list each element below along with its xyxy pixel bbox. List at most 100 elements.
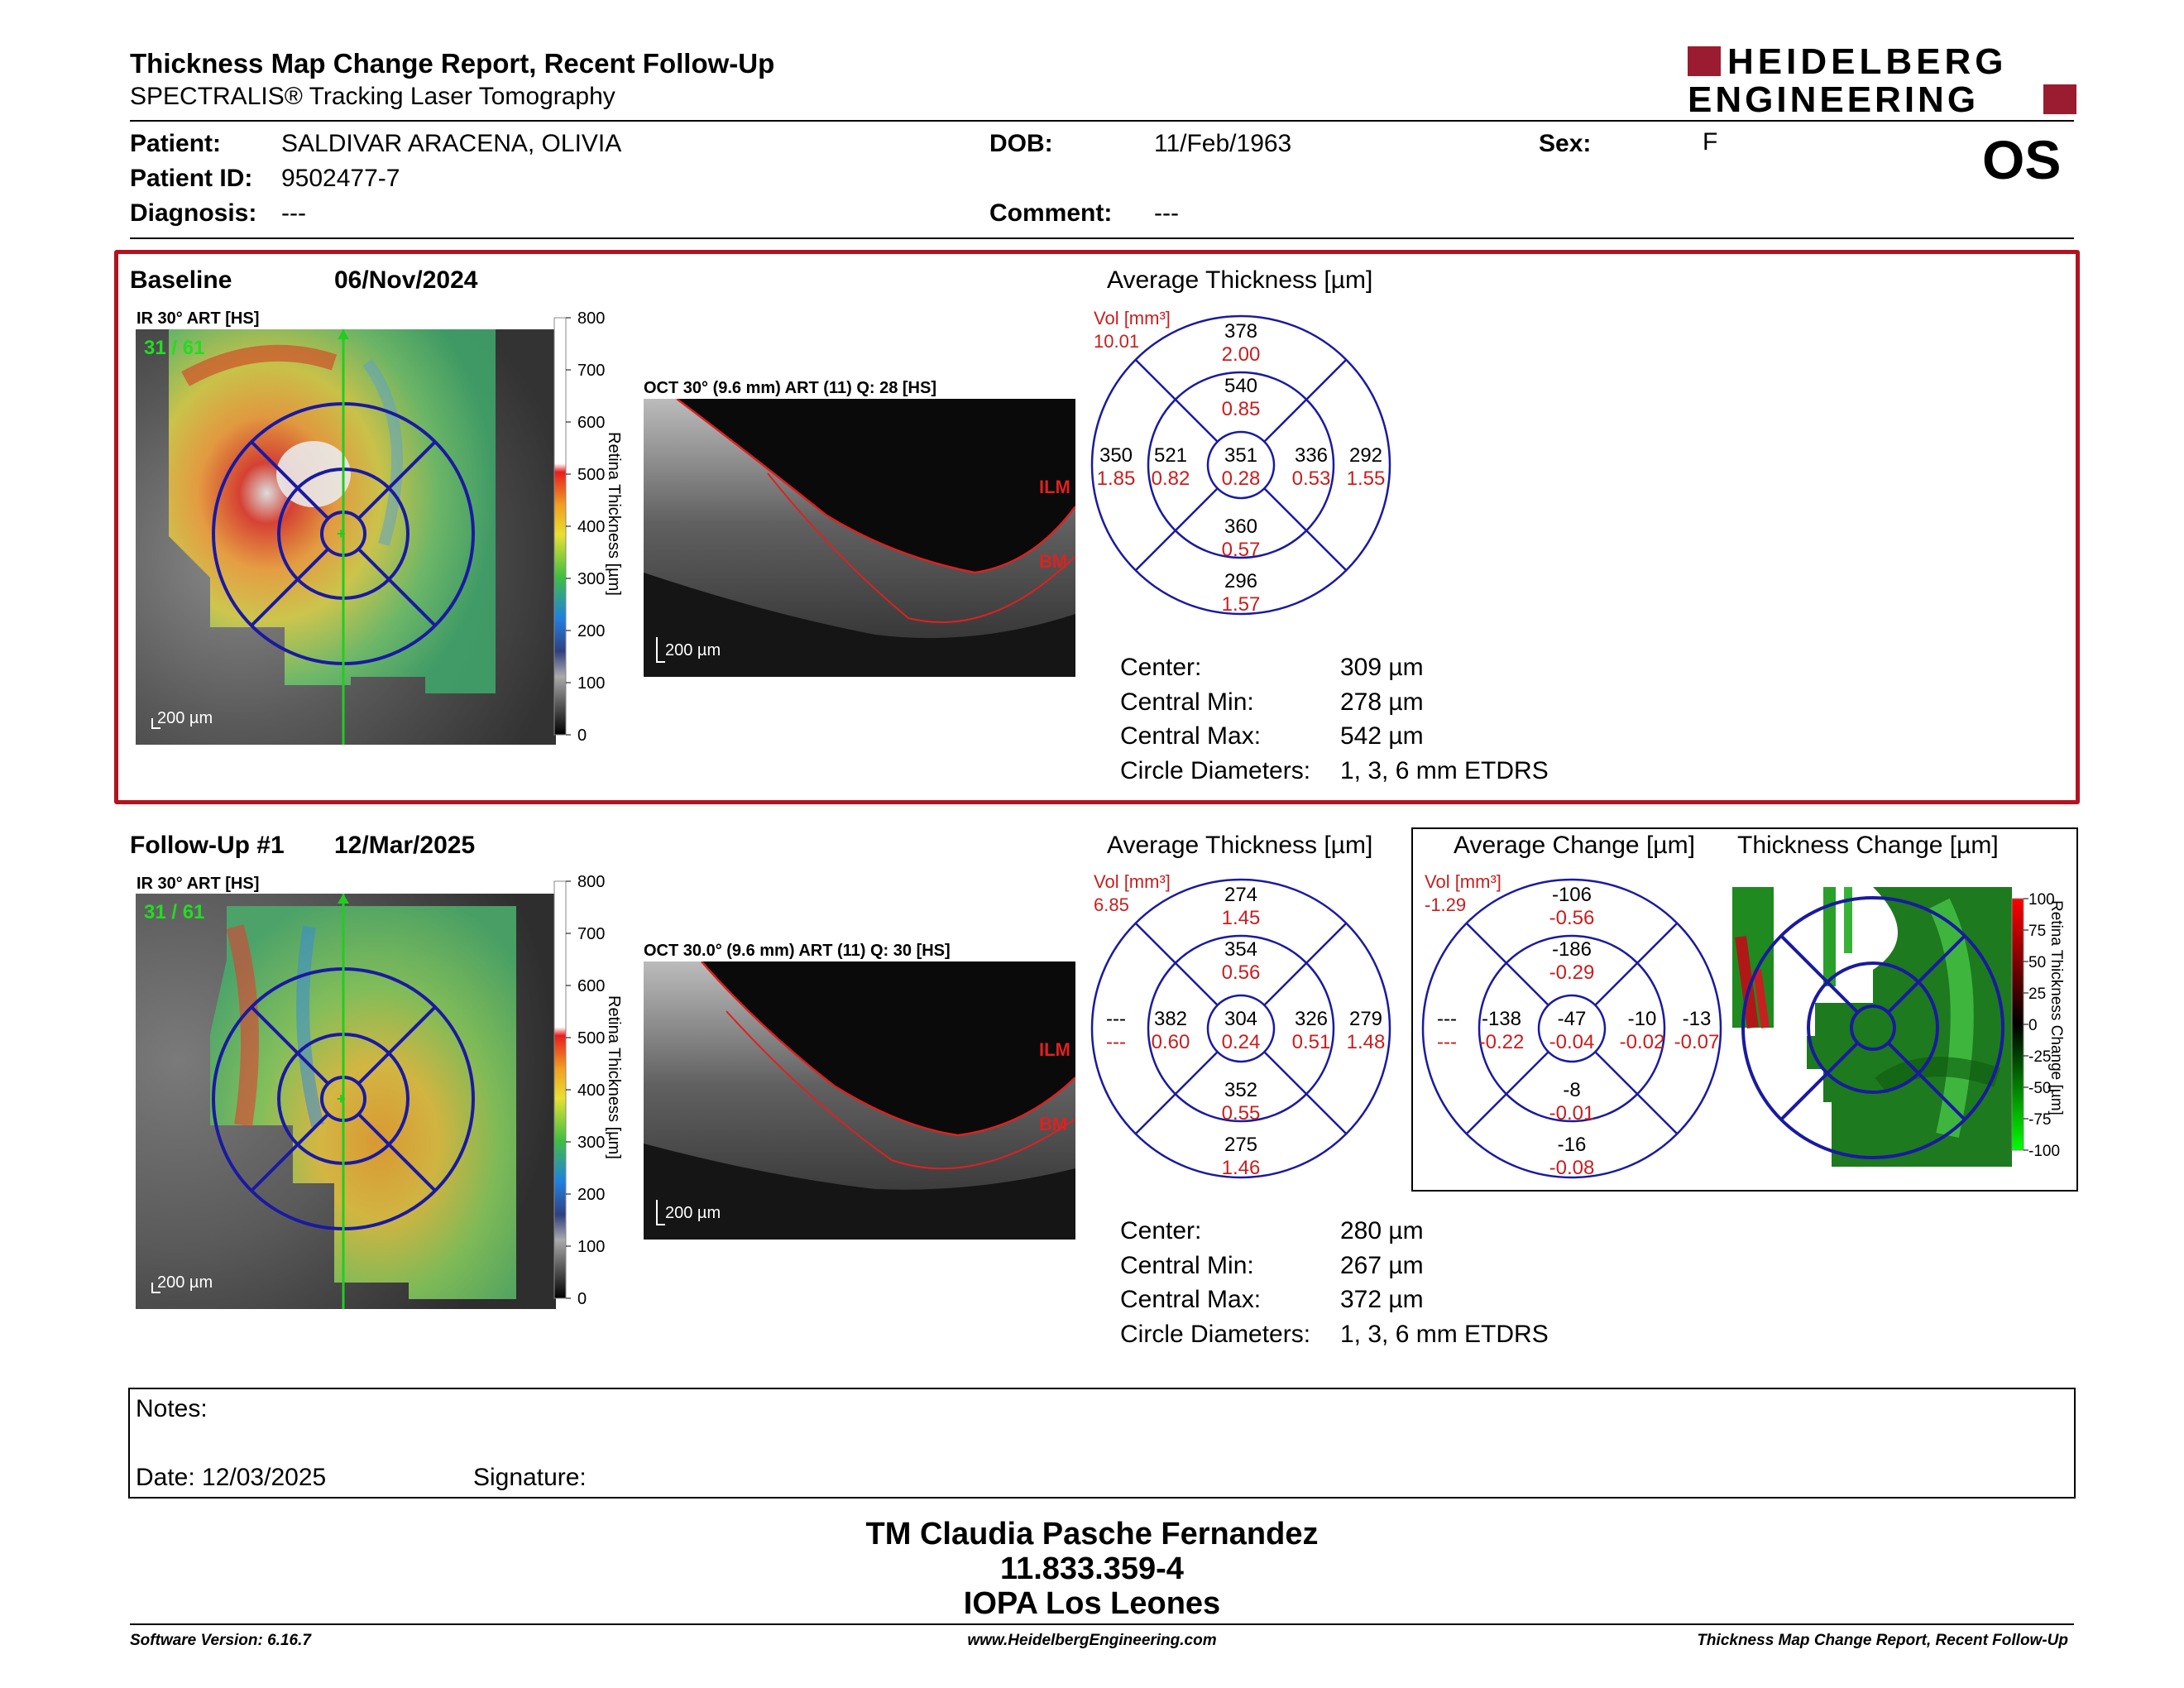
etdrs-divider [1594,922,1679,1006]
sector-thickness-outer-top: 378 [1224,320,1257,343]
vol-value: 10.01 [1094,331,1140,352]
colorbar-tick-label: 200 [577,1186,605,1204]
etdrs-ring [1090,314,1391,616]
sector-volume-inner-top: -0.29 [1549,961,1595,984]
bm-label: BM [1039,1114,1067,1134]
thickness-colorbar: 800 700 600 500 400 300 200 100 0 Retina Thickne… [553,873,623,1308]
etdrs-ring [1147,934,1335,1123]
sector-thickness-inner-left: -138 [1482,1008,1521,1030]
vol-value: 6.85 [1094,894,1129,915]
report-title: Thickness Map Change Report, Recent Foll… [130,48,775,79]
etdrs-ring [1421,878,1722,1179]
sector-thickness-center: 351 [1224,444,1257,467]
sector-thickness-outer-right: -13 [1683,1008,1712,1030]
stat-min-value: 267 µm [1340,1251,1424,1279]
colorbar-tick-label: -75 [2028,1111,2051,1129]
etdrs-ring [1206,994,1276,1063]
sector-volume-inner-bottom: 0.57 [1222,539,1261,561]
sector-thickness-outer-right: 292 [1349,444,1382,467]
sector-volume-center: 0.28 [1222,468,1261,490]
diagnosis-label: Diagnosis: [130,199,257,227]
sector-volume-center: 0.24 [1222,1031,1261,1053]
oct-scale-label: 200 µm [665,1204,721,1222]
etdrs-ring [1537,994,1607,1063]
sector-volume-outer-right: 1.55 [1347,468,1386,490]
patient-label: Patient: [130,130,222,157]
sector-thickness-inner-top: -186 [1552,938,1592,961]
ir-scale-label: 200 µm [157,1273,213,1292]
vol-label: Vol [mm³] [1094,871,1171,892]
change-vol-label: Vol [mm³] [1425,871,1502,892]
etdrs-divider [1465,922,1549,1006]
vol-label: Vol [mm³] [1094,308,1171,328]
patient-id: 9502477-7 [281,165,400,192]
ir-label: IR 30° ART [HS] [136,875,260,893]
change-colorbar-title: Retina Thickness Change [µm] [2048,900,2065,1115]
colorbar-tick-label: 300 [577,1134,605,1152]
etdrs-grid-baseline: 3782.005400.853510.283600.572961.573501.… [1090,314,1391,616]
footer-url[interactable]: www.HeidelbergEngineering.com [967,1632,1217,1649]
colorbar-tick-label: 75 [2028,923,2046,940]
oct-bscan: ILM BM 200 µm [644,961,1075,1240]
sector-volume-outer-right: -0.07 [1674,1031,1720,1053]
etdrs-grid-change: -106-0.56-186-0.29-47-0.04-8-0.01-16-0.0… [1421,878,1722,1179]
etdrs-divider [1465,1051,1549,1135]
sector-thickness-inner-top: 354 [1224,938,1257,961]
thickness-colorbar: 800 700 600 500 400 300 200 100 0 Retina Thickne… [553,309,623,745]
oct-label: OCT 30.0° (9.6 mm) ART (11) Q: 30 [HS] [644,942,951,960]
average-change-title: Average Change [µm] [1454,832,1695,859]
etdrs-ring [1206,430,1276,500]
sector-thickness-center: -47 [1558,1008,1587,1030]
stat-max-label: Central Max: [1120,722,1262,750]
stat-diam-value: 1, 3, 6 mm ETDRS [1340,1320,1549,1348]
colorbar-tick-label: 400 [577,518,605,536]
sector-volume-inner-left: 0.82 [1152,468,1190,490]
colorbar-tick-label: 100 [2028,891,2055,909]
etdrs-divider [1594,1051,1679,1135]
sector-thickness-inner-top: 540 [1224,375,1257,397]
footer-report-name: Thickness Map Change Report, Recent Foll… [1697,1632,2068,1649]
heidelberg-logo: HEIDELBERG ENGINEERING [1688,41,2076,120]
change-colorbar: 100 75 50 25 0 -25 -50 -75 -100 Retina Thickness… [2011,891,2065,1160]
etdrs-divider [1263,358,1348,443]
svg-text:+: + [337,525,346,542]
baseline-label: Baseline [130,266,232,294]
sector-volume-outer-left: 1.85 [1097,468,1136,490]
followup-date: 12/Mar/2025 [334,832,476,859]
notes-date: Date: 12/03/2025 [136,1464,327,1491]
ir-thickness-map: + 31 / 61 200 µm [136,894,556,1309]
colorbar-tick-label: -25 [2028,1048,2051,1066]
etdrs-divider [1263,1051,1348,1135]
technician-name: TM Claudia Pasche Fernandez [865,1517,1319,1551]
colorbar-tick-label: 0 [577,1290,587,1308]
sector-thickness-inner-left: 521 [1154,444,1187,467]
sector-thickness-outer-right: 279 [1349,1008,1382,1030]
stat-diam-value: 1, 3, 6 mm ETDRS [1340,756,1549,784]
etdrs-ring [1478,934,1666,1123]
baseline-date: 06/Nov/2024 [334,266,478,294]
sector-volume-outer-top: -0.56 [1549,907,1595,929]
colorbar-tick-label: 25 [2028,985,2046,1003]
svg-text:+: + [337,1091,346,1107]
frame-counter: 31 / 61 [144,901,204,923]
sector-volume-inner-top: 0.56 [1222,961,1261,984]
stat-center-label: Center: [1120,654,1202,681]
sector-thickness-outer-bottom: -16 [1558,1134,1587,1156]
stat-center-value: 309 µm [1340,654,1424,681]
sector-volume-outer-bottom: -0.08 [1549,1157,1595,1179]
sector-thickness-outer-bottom: 296 [1224,570,1257,592]
oct-bscan: ILM BM 200 µm [644,399,1075,677]
sector-volume-outer-top: 2.00 [1222,343,1261,366]
bm-label: BM [1039,551,1067,572]
sector-thickness-outer-left: --- [1106,1008,1126,1030]
oct-scale-label: 200 µm [665,641,721,659]
change-panel [1411,827,2078,1192]
software-version: Software Version: 6.16.7 [130,1632,311,1649]
clinic-name: IOPA Los Leones [963,1586,1221,1621]
etdrs-divider [1134,358,1219,443]
ilm-label: ILM [1039,1039,1070,1060]
sector-volume-outer-right: 1.48 [1347,1031,1386,1053]
sector-thickness-inner-right: -10 [1628,1008,1657,1030]
stat-max-label: Central Max: [1120,1286,1262,1313]
notes-box [128,1388,2076,1499]
